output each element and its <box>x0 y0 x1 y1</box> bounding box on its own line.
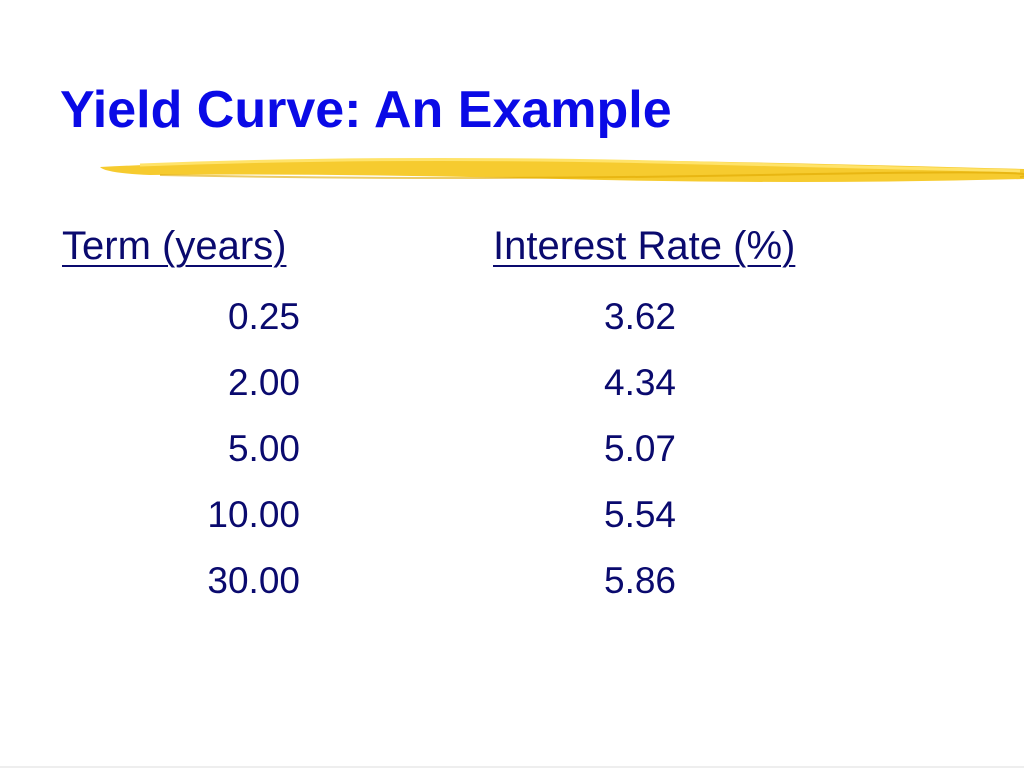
table-cell: 5.00 <box>227 428 300 469</box>
table-cell: 30.00 <box>207 560 300 601</box>
table-cell: 3.62 <box>604 296 677 337</box>
table-cell: 5.07 <box>604 428 677 469</box>
column-header: Interest Rate (%) <box>493 224 796 268</box>
table-cell: 10.00 <box>207 494 300 535</box>
footer-line <box>0 766 1024 768</box>
column-header: Term (years) <box>62 224 287 268</box>
table-cell: 2.00 <box>227 362 300 403</box>
table-cell: 4.34 <box>604 362 677 403</box>
highlight-stroke <box>100 157 1024 182</box>
table-cell: 5.54 <box>604 494 677 535</box>
table-cell: 5.86 <box>604 560 677 601</box>
table-cell: 0.25 <box>227 296 300 337</box>
slide-title: Yield Curve: An Example <box>60 81 672 139</box>
